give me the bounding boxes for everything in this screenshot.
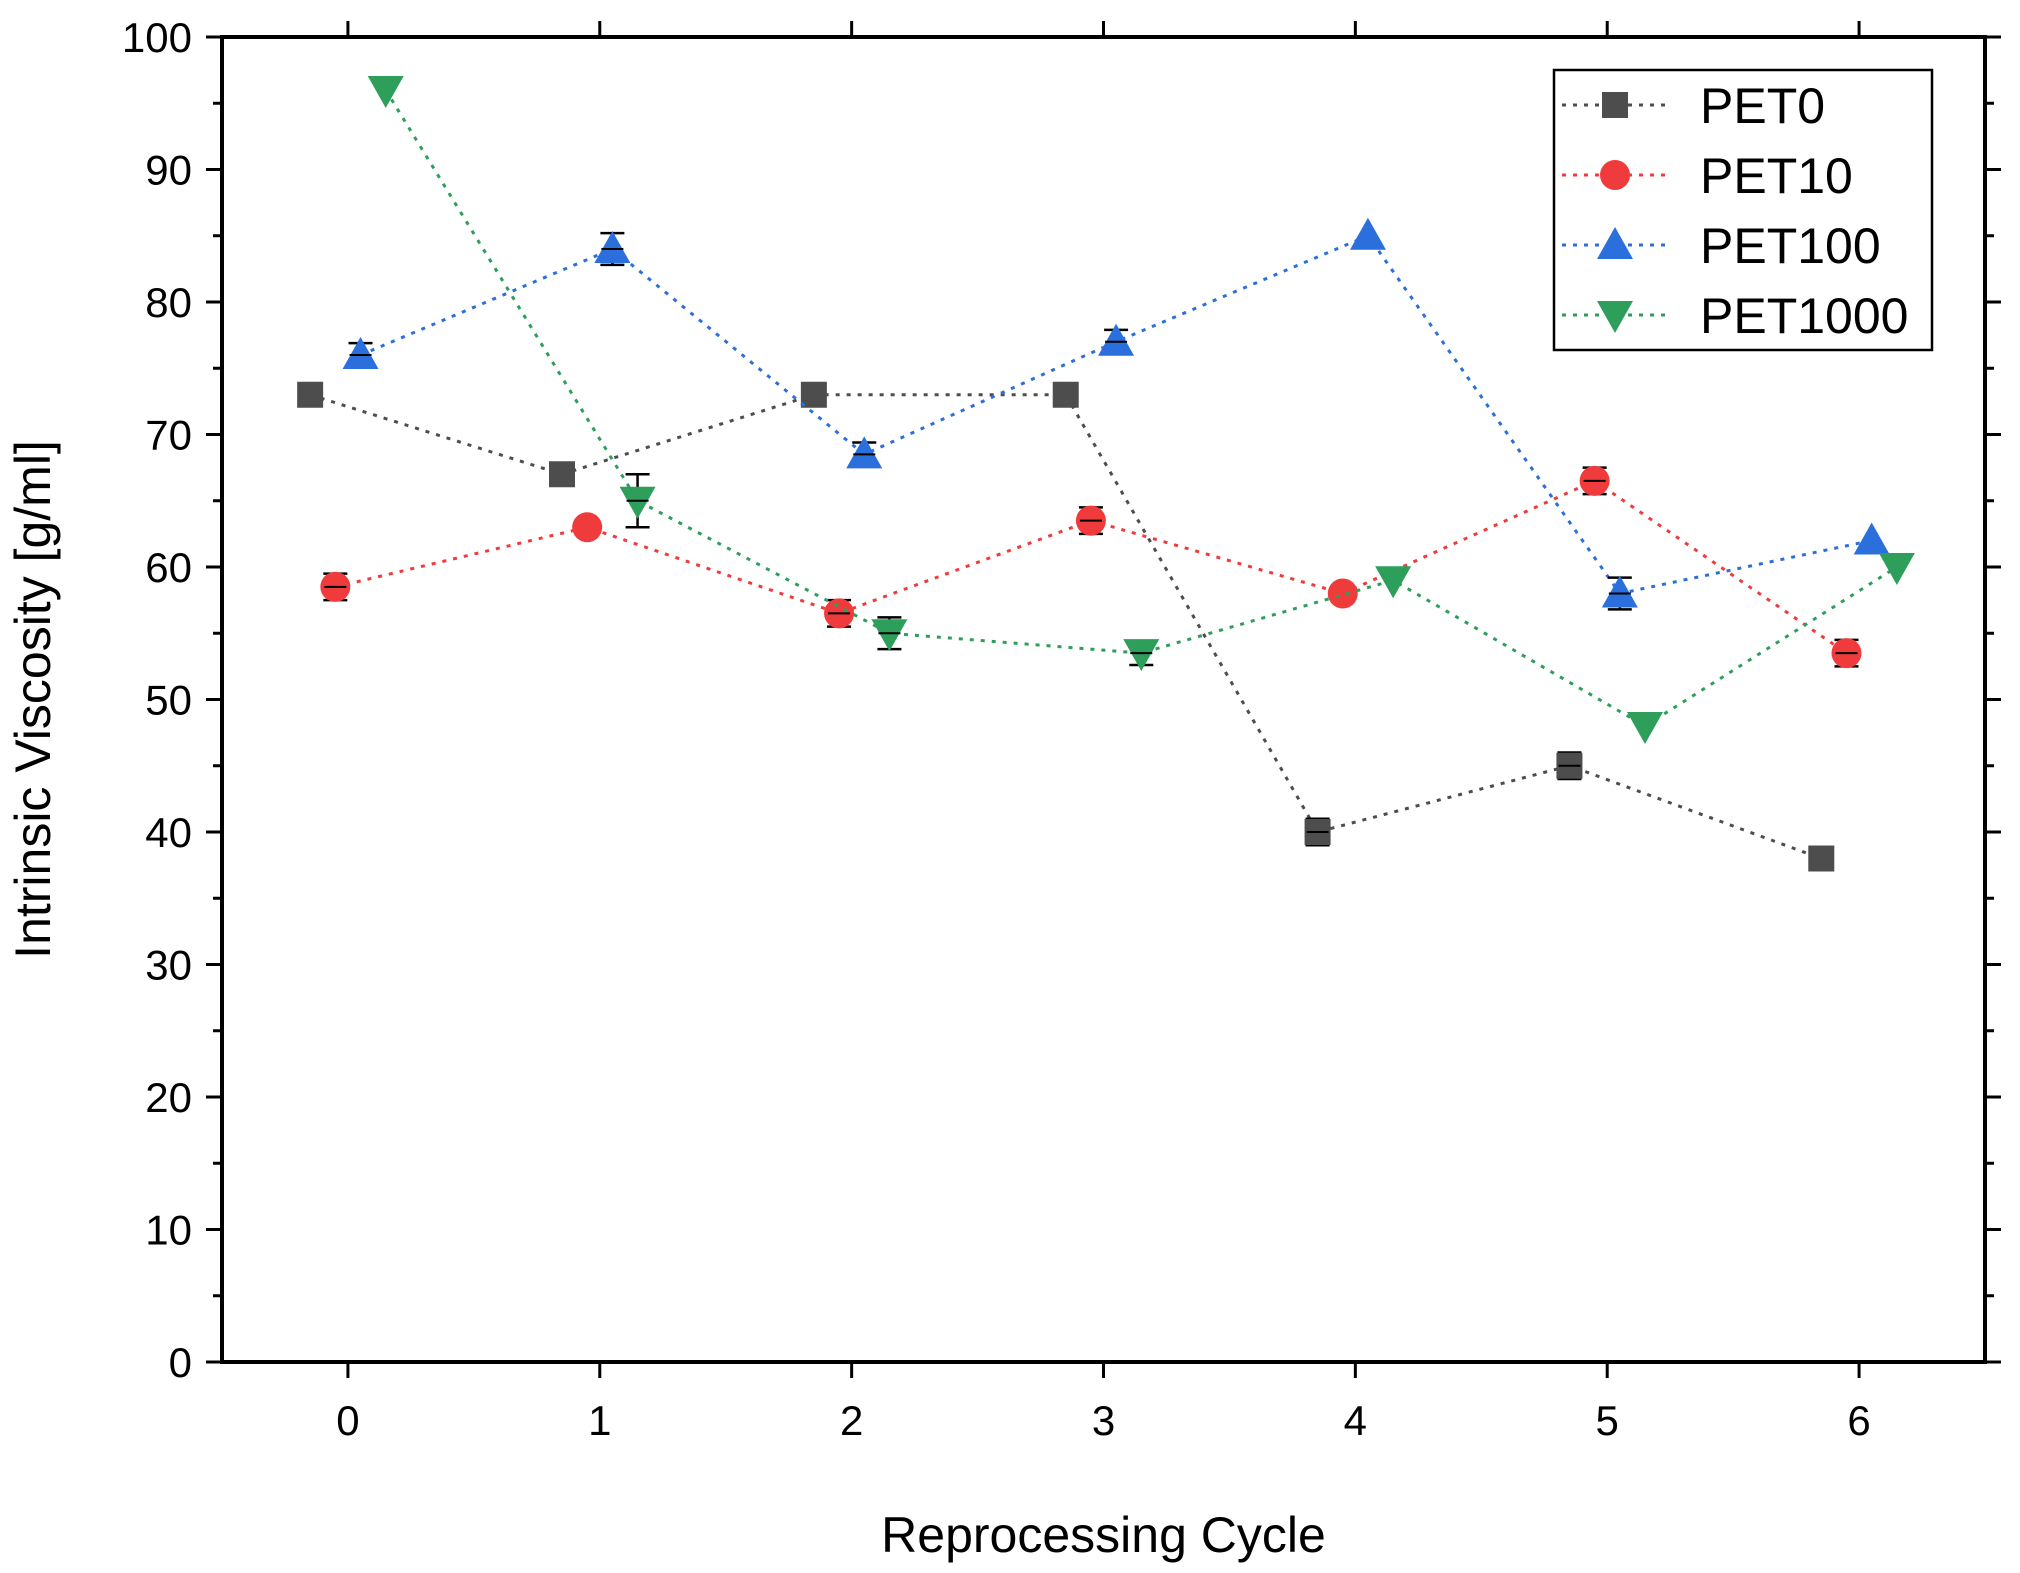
y-tick-label: 60 bbox=[145, 544, 192, 591]
y-tick-label: 30 bbox=[145, 942, 192, 989]
data-point-pet0 bbox=[549, 461, 576, 488]
y-tick-label: 80 bbox=[145, 279, 192, 326]
y-tick-label: 100 bbox=[122, 14, 192, 61]
data-point-pet1000 bbox=[619, 486, 656, 519]
data-point-pet100 bbox=[1098, 323, 1135, 356]
x-tick-label: 5 bbox=[1596, 1397, 1619, 1444]
data-point-pet1000 bbox=[1878, 553, 1915, 585]
y-tick-label: 70 bbox=[145, 412, 192, 459]
series-pet10 bbox=[320, 465, 1862, 669]
x-axis-title: Reprocessing Cycle bbox=[881, 1507, 1326, 1563]
data-point-pet100 bbox=[342, 337, 379, 369]
y-tick-label: 10 bbox=[145, 1207, 192, 1254]
legend-label-pet1000: PET1000 bbox=[1700, 288, 1908, 344]
x-tick-label: 3 bbox=[1092, 1397, 1115, 1444]
legend-marker-pet10 bbox=[1600, 160, 1630, 190]
data-point-pet0 bbox=[1052, 381, 1079, 408]
legend-label-pet100: PET100 bbox=[1700, 218, 1881, 274]
legend-marker-pet0 bbox=[1602, 92, 1628, 118]
y-tick-label: 40 bbox=[145, 809, 192, 856]
data-point-pet100 bbox=[846, 436, 883, 469]
data-point-pet0 bbox=[297, 381, 324, 408]
data-point-pet0 bbox=[800, 381, 827, 408]
data-point-pet1000 bbox=[367, 76, 404, 108]
data-point-pet10 bbox=[572, 512, 603, 543]
data-point-pet1000 bbox=[871, 619, 908, 652]
data-point-pet10 bbox=[1327, 578, 1358, 609]
data-point-pet100 bbox=[1349, 217, 1386, 250]
data-point-pet1000 bbox=[1123, 639, 1160, 672]
data-point-pet0 bbox=[1808, 845, 1835, 872]
legend-label-pet10: PET10 bbox=[1700, 148, 1853, 204]
legend-label-pet0: PET0 bbox=[1700, 78, 1825, 134]
data-point-pet100 bbox=[1853, 522, 1890, 555]
series-pet0 bbox=[297, 381, 1835, 872]
legend-marker-pet100 bbox=[1597, 227, 1633, 259]
data-point-pet100 bbox=[594, 231, 631, 263]
legend-marker-pet1000 bbox=[1597, 301, 1633, 333]
y-tick-label: 50 bbox=[145, 677, 192, 724]
y-tick-label: 90 bbox=[145, 147, 192, 194]
series-pet100 bbox=[342, 217, 1890, 611]
data-point-pet100 bbox=[1601, 575, 1638, 608]
y-tick-label: 20 bbox=[145, 1074, 192, 1121]
plot-area bbox=[297, 76, 1915, 872]
legend: PET0 PET10 PET100 PET1000 bbox=[1552, 68, 1934, 352]
x-tick-label: 0 bbox=[336, 1397, 359, 1444]
x-tick-label: 2 bbox=[840, 1397, 863, 1444]
y-axis-title: Intrinsic Viscosity [g/ml] bbox=[5, 440, 61, 959]
y-tick-label: 0 bbox=[169, 1339, 192, 1386]
series-pet1000 bbox=[367, 76, 1915, 744]
data-point-pet1000 bbox=[1626, 712, 1663, 744]
x-tick-label: 4 bbox=[1344, 1397, 1367, 1444]
x-tick-label: 1 bbox=[588, 1397, 611, 1444]
data-point-pet1000 bbox=[1375, 566, 1412, 599]
x-tick-label: 6 bbox=[1847, 1397, 1870, 1444]
